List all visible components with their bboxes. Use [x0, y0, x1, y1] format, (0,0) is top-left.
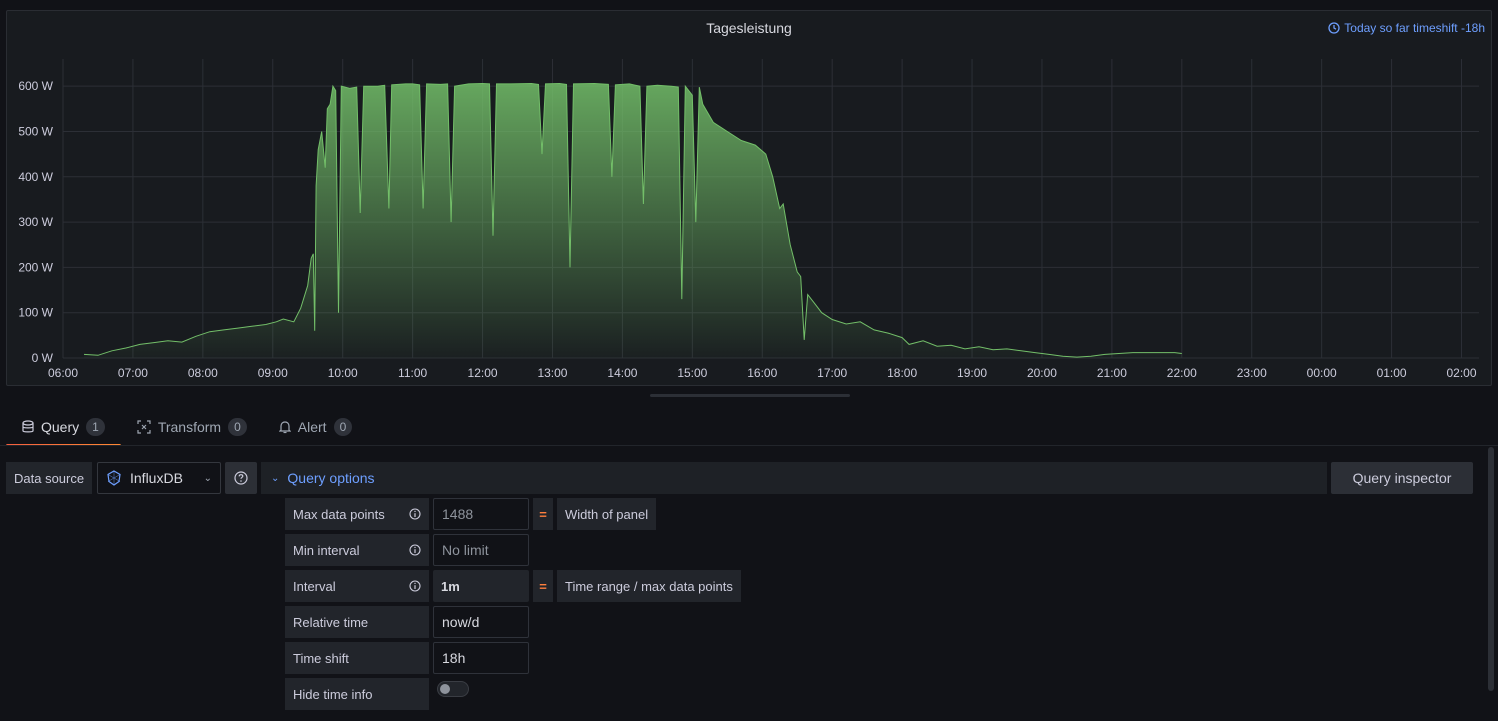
y-tick-label: 200 W [18, 260, 53, 274]
x-tick-label: 09:00 [258, 366, 288, 380]
max-data-points-note: Width of panel [557, 498, 657, 530]
chevron-down-icon: ⌄ [271, 472, 280, 484]
x-tick-label: 20:00 [1027, 366, 1057, 380]
hide-time-info-toggle[interactable] [437, 681, 469, 697]
x-tick-label: 22:00 [1167, 366, 1197, 380]
min-interval-label: Min interval [285, 534, 429, 566]
max-data-points-row: Max data points 1488 = Width of panel [285, 498, 657, 530]
transform-icon [137, 420, 151, 434]
x-tick-label: 02:00 [1447, 366, 1477, 380]
info-icon[interactable] [409, 544, 421, 556]
hide-time-info-label: Hide time info [285, 678, 429, 710]
x-tick-label: 18:00 [887, 366, 917, 380]
relative-time-label: Relative time [285, 606, 429, 638]
min-interval-input[interactable]: No limit [433, 534, 529, 566]
x-tick-label: 01:00 [1377, 366, 1407, 380]
datasource-help-button[interactable] [225, 462, 257, 494]
max-data-points-input[interactable]: 1488 [433, 498, 529, 530]
query-inspector-button[interactable]: Query inspector [1331, 462, 1473, 494]
time-shift-label-text: Time shift [293, 650, 349, 666]
tab-alert-count: 0 [333, 418, 353, 436]
max-data-points-label-text: Max data points [293, 506, 385, 522]
x-tick-label: 15:00 [677, 366, 707, 380]
min-interval-row: Min interval No limit [285, 534, 529, 566]
y-tick-label: 600 W [18, 79, 53, 93]
interval-value: 1m [433, 570, 529, 602]
info-icon[interactable] [409, 508, 421, 520]
y-tick-label: 0 W [32, 351, 54, 365]
query-options-toggle[interactable]: ⌄ Query options [261, 462, 1327, 494]
interval-row: Interval 1m = Time range / max data poin… [285, 570, 741, 602]
influxdb-icon [107, 470, 121, 486]
tabs-divider [0, 445, 1498, 446]
x-tick-label: 16:00 [747, 366, 777, 380]
x-tick-label: 17:00 [817, 366, 847, 380]
equals-sign: = [533, 498, 553, 530]
datasource-selected: InfluxDB [130, 470, 183, 486]
x-tick-label: 11:00 [398, 366, 427, 380]
clock-icon [1328, 22, 1340, 34]
x-tick-label: 14:00 [607, 366, 637, 380]
tab-query[interactable]: Query 1 [6, 410, 121, 447]
datasource-label: Data source [6, 462, 93, 494]
tab-alert-label: Alert [297, 419, 327, 435]
y-tick-label: 400 W [18, 170, 53, 184]
interval-label-text: Interval [293, 578, 336, 594]
tab-transform[interactable]: Transform 0 [121, 410, 263, 444]
relative-time-input[interactable]: now/d [433, 606, 529, 638]
x-tick-label: 23:00 [1237, 366, 1267, 380]
tab-alert[interactable]: Alert 0 [263, 410, 368, 444]
series-area [84, 83, 1182, 358]
relative-time-label-text: Relative time [293, 614, 369, 630]
chevron-down-icon: ⌄ [203, 472, 212, 484]
x-tick-label: 21:00 [1097, 366, 1127, 380]
x-tick-label: 19:00 [957, 366, 987, 380]
panel-resize-handle[interactable] [650, 394, 850, 397]
time-info: Today so far timeshift -18h [1328, 21, 1485, 35]
editor-tabs: Query 1 Transform 0 Alert 0 [6, 410, 368, 447]
x-tick-label: 06:00 [48, 366, 78, 380]
y-tick-label: 500 W [18, 124, 53, 138]
interval-label: Interval [285, 570, 429, 602]
tab-transform-count: 0 [228, 418, 247, 436]
editor-scrollbar[interactable] [1488, 447, 1494, 691]
datasource-picker[interactable]: InfluxDB ⌄ [97, 462, 221, 494]
x-tick-label: 00:00 [1307, 366, 1337, 380]
x-tick-label: 13:00 [537, 366, 567, 380]
query-options-title: Query options [287, 470, 375, 486]
time-shift-label: Time shift [285, 642, 429, 674]
hide-time-info-row: Hide time info [285, 678, 469, 710]
graph-panel: 0 W 100 W 200 W 300 W 400 W 500 W 600 W 06:00 07… [6, 10, 1492, 386]
relative-time-row: Relative time now/d [285, 606, 529, 638]
time-info-text: Today so far timeshift -18h [1344, 21, 1485, 35]
hide-time-info-label-text: Hide time info [293, 686, 373, 702]
power-chart: 0 W 100 W 200 W 300 W 400 W 500 W 600 W 06:00 07… [18, 59, 1479, 380]
tab-query-label: Query [41, 419, 80, 435]
panel-title: Tagesleistung [706, 20, 792, 36]
time-shift-input[interactable]: 18h [433, 642, 529, 674]
equals-sign: = [533, 570, 553, 602]
tab-query-count: 1 [86, 418, 105, 436]
series-line [83, 82, 1182, 358]
database-icon [22, 420, 34, 433]
x-tick-label: 07:00 [118, 366, 148, 380]
max-data-points-label: Max data points [285, 498, 429, 530]
y-tick-label: 300 W [18, 215, 53, 229]
min-interval-label-text: Min interval [293, 542, 360, 558]
x-tick-label: 12:00 [468, 366, 498, 380]
y-tick-label: 100 W [18, 306, 53, 320]
question-circle-icon [234, 471, 248, 485]
bell-icon [278, 421, 291, 434]
x-tick-label: 10:00 [328, 366, 358, 380]
tab-transform-label: Transform [157, 419, 222, 435]
time-shift-row: Time shift 18h [285, 642, 529, 674]
x-tick-label: 08:00 [188, 366, 218, 380]
info-icon[interactable] [409, 580, 421, 592]
interval-note: Time range / max data points [557, 570, 741, 602]
